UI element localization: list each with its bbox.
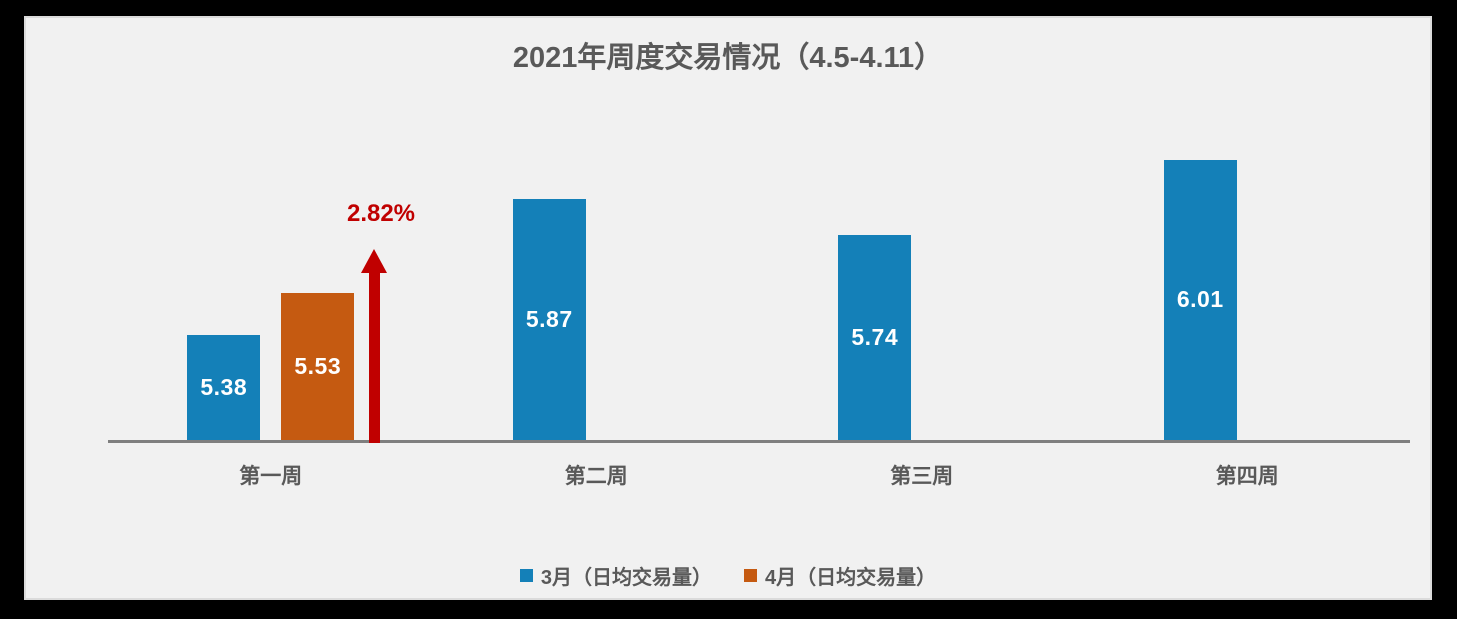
x-axis-category-label: 第三周: [890, 465, 954, 488]
chart-title: 2021年周度交易情况（4.5-4.11）: [512, 42, 944, 74]
legend-item: 3月（日均交易量）: [519, 561, 712, 590]
legend-item: 4月（日均交易量）: [744, 561, 936, 590]
bar-series2-cat1: 5.53: [281, 292, 355, 440]
bar-series1-cat1: 5.38: [187, 334, 261, 440]
x-axis-line: [108, 440, 1410, 443]
legend-label: 3月（日均交易量）: [540, 567, 712, 589]
bar-series1-cat4: 6.01: [1163, 159, 1237, 440]
chart-frame: 2021年周度交易情况（4.5-4.11） 2.82% 第一周 5.38 5.53 第…: [24, 16, 1432, 600]
bar-value-label: 5.87: [525, 305, 573, 332]
arrow-head: [361, 249, 387, 273]
increase-percentage-label: 2.82%: [346, 200, 416, 227]
arrow-shaft: [369, 271, 380, 443]
plot-area: 2.82% 第一周 5.38 5.53 第二周 5.87 第三周 5.74 第四周 6.01: [24, 16, 1432, 600]
bar-value-label: 5.74: [851, 323, 899, 350]
bar-value-label: 5.53: [294, 352, 342, 379]
bar-value-label: 6.01: [1176, 286, 1224, 313]
legend: 3月（日均交易量） 4月（日均交易量）: [24, 561, 1432, 590]
x-axis-category-label: 第二周: [564, 465, 628, 488]
bar-value-label: 5.38: [200, 373, 248, 400]
bar-series1-cat2: 5.87: [512, 198, 586, 440]
legend-color-swatch: [519, 569, 533, 582]
x-axis-category-label: 第一周: [239, 465, 303, 488]
legend-label: 4月（日均交易量）: [765, 567, 937, 589]
x-axis-category-label: 第四周: [1215, 465, 1279, 488]
legend-color-swatch: [744, 569, 757, 582]
bar-series1-cat3: 5.74: [838, 234, 912, 440]
increase-arrow-icon: [361, 249, 387, 443]
